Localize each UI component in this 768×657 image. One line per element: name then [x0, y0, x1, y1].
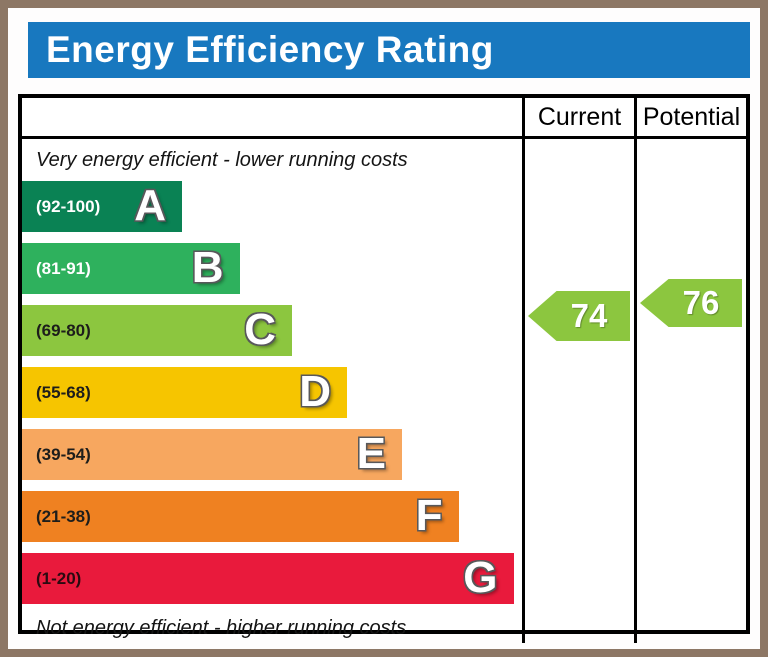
band-g-letter: G	[463, 552, 498, 602]
current-value: 74	[570, 297, 608, 334]
current-header-cell: Current	[522, 98, 634, 136]
current-value-cell: 74	[522, 139, 634, 643]
potential-header-label: Potential	[642, 102, 741, 131]
title-bar: Energy Efficiency Rating	[28, 22, 750, 78]
band-c: (69-80) C	[22, 305, 292, 356]
band-b: (81-91) B	[22, 243, 240, 294]
band-e: (39-54) E	[22, 429, 402, 480]
band-b-letter: B	[191, 242, 224, 292]
band-d: (55-68) D	[22, 367, 347, 418]
band-b-range: (81-91)	[36, 259, 91, 278]
band-d-range: (55-68)	[36, 383, 91, 402]
band-a-range: (92-100)	[36, 197, 101, 216]
band-d-letter: D	[299, 366, 331, 416]
caption-bottom: Not energy efficient - higher running co…	[36, 616, 407, 639]
potential-header-cell: Potential	[634, 98, 746, 136]
band-f: (21-38) F	[22, 491, 459, 542]
band-c-letter: C	[244, 304, 276, 354]
page-title: Energy Efficiency Rating	[46, 29, 494, 70]
potential-value-cell: 76	[634, 139, 746, 643]
potential-value: 76	[682, 284, 720, 321]
rating-scale-cell: Very energy efficient - lower running co…	[22, 139, 522, 643]
band-e-range: (39-54)	[36, 445, 91, 464]
band-g-range: (1-20)	[36, 569, 82, 588]
header-spacer-cell	[22, 98, 522, 136]
current-arrow: 74	[528, 291, 630, 341]
band-g: (1-20) G	[22, 553, 514, 604]
band-f-range: (21-38)	[36, 507, 91, 526]
band-a: (92-100) A	[22, 181, 182, 232]
band-a-letter: A	[134, 180, 166, 230]
potential-arrow: 76	[640, 279, 742, 327]
rating-table: Current Potential Very energy efficient …	[18, 94, 750, 643]
band-f-letter: F	[415, 490, 443, 540]
band-c-range: (69-80)	[36, 321, 91, 340]
caption-top: Very energy efficient - lower running co…	[36, 148, 408, 171]
table-body-row: Very energy efficient - lower running co…	[22, 139, 746, 643]
band-e-letter: E	[356, 428, 386, 478]
current-header-label: Current	[537, 102, 622, 131]
table-header-row: Current Potential	[22, 98, 746, 139]
